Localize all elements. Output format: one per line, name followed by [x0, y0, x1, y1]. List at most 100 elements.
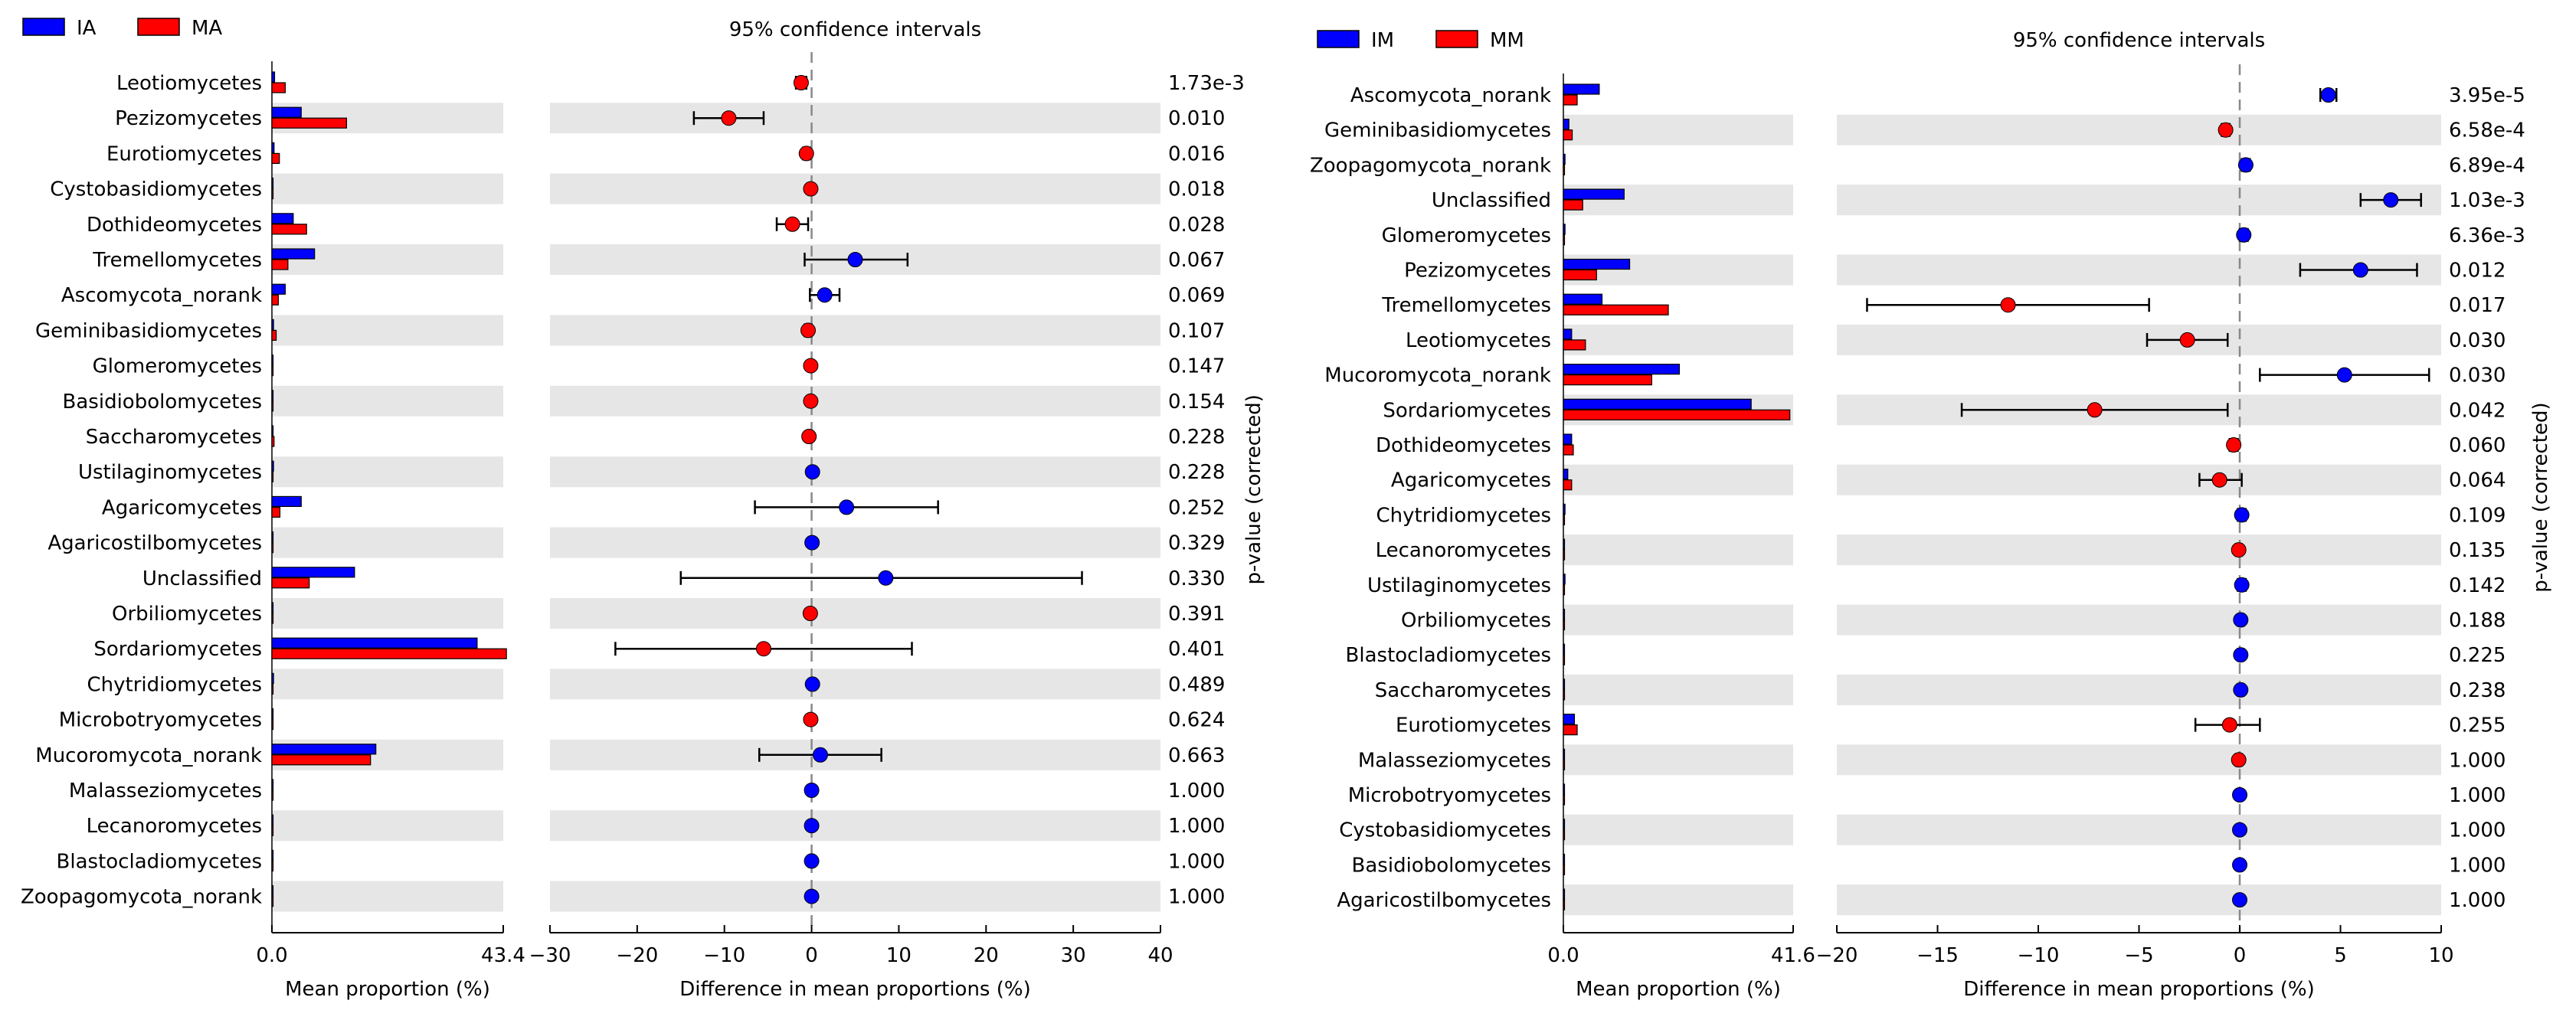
category-label: Orbiliomycetes — [1401, 610, 1551, 633]
bar-MA — [271, 329, 277, 341]
bar-IA — [271, 495, 302, 508]
diff-x-tick-label: 5 — [2334, 944, 2347, 967]
bar-IA — [271, 460, 274, 472]
diff-point — [793, 75, 809, 90]
row-stripe-left — [1563, 535, 1793, 566]
category-label: Orbiliomycetes — [112, 603, 262, 626]
bar-MA — [271, 860, 274, 872]
row-stripe-left — [272, 598, 503, 629]
diff-point — [2231, 752, 2247, 768]
p-value: 3.95e-5 — [2449, 84, 2525, 107]
bar-MA — [271, 613, 274, 624]
p-value: 0.028 — [1168, 214, 1225, 237]
diff-point — [2233, 647, 2249, 663]
bar-MA — [271, 754, 372, 766]
p-value: 0.188 — [2449, 610, 2506, 633]
bar-IM — [1563, 643, 1566, 655]
diff-point — [721, 110, 737, 126]
legend-label-IM: IM — [1371, 29, 1394, 52]
diff-x-tick-label: 40 — [1147, 944, 1173, 967]
p-value: 1.000 — [1168, 815, 1225, 838]
diff-x-tick-label: −30 — [529, 944, 571, 967]
bar-x-tick-label: 0.0 — [1547, 944, 1579, 967]
row-stripe-left — [1563, 674, 1793, 705]
row-stripe-left — [272, 173, 503, 204]
diff-point — [2226, 437, 2242, 453]
bar-MA — [271, 82, 286, 93]
p-value: 0.330 — [1168, 567, 1225, 590]
diff-point — [2000, 297, 2016, 313]
diff-point — [2234, 507, 2250, 523]
diff-point — [2232, 787, 2247, 803]
p-value: 1.000 — [2449, 854, 2506, 877]
row-stripe-left — [1563, 814, 1793, 845]
diff-point — [2211, 472, 2227, 488]
diff-point — [2236, 227, 2252, 243]
bar-IA — [271, 178, 274, 189]
p-value: 0.135 — [2449, 539, 2506, 562]
bar-IM — [1563, 748, 1566, 760]
bar-MM — [1563, 549, 1566, 561]
bar-x-tick-label: 43.4 — [481, 944, 525, 967]
bar-MA — [271, 117, 348, 129]
p-value: 0.067 — [1168, 249, 1225, 272]
bar-IA — [271, 744, 377, 755]
diff-point — [2320, 87, 2336, 103]
bar-MA — [271, 895, 274, 907]
diff-x-tick-label: −20 — [616, 944, 658, 967]
row-stripe-left — [272, 881, 503, 912]
diff-point — [839, 499, 855, 515]
bar-MM — [1563, 689, 1566, 701]
row-stripe-left — [1563, 744, 1793, 776]
row-stripe-diff — [1837, 674, 2441, 705]
bar-MA — [271, 294, 279, 306]
category-label: Cystobasidiomycetes — [50, 178, 262, 201]
category-label: Dothideomycetes — [1376, 434, 1551, 457]
bar-IM — [1563, 153, 1566, 165]
category-label: Blastocladiomycetes — [1346, 644, 1551, 667]
diff-point — [2179, 332, 2195, 348]
chart-panel-2: IM MM 95% confidence intervals Ascomycota_n… — [1310, 29, 2552, 1001]
bar-x-tick-label: 41.6 — [1771, 944, 1815, 967]
diff-point — [2336, 367, 2352, 383]
p-value: 0.012 — [2449, 260, 2506, 283]
bar-IA — [271, 567, 355, 578]
bar-MA — [271, 152, 280, 164]
bar-IA — [271, 849, 274, 861]
category-label: Leotiomycetes — [1406, 329, 1551, 352]
category-label: Chytridiomycetes — [1376, 504, 1551, 527]
bar-MM — [1563, 514, 1566, 526]
legend-swatch-IA — [22, 18, 65, 36]
p-value: 0.154 — [1168, 391, 1225, 414]
bar-IA — [271, 106, 302, 118]
row-stripe-diff — [1837, 114, 2441, 145]
category-label: Agaricomycetes — [1391, 469, 1551, 492]
p-value: 0.107 — [1168, 319, 1225, 342]
diff-point — [878, 570, 894, 586]
category-label: Pezizomycetes — [115, 107, 262, 130]
bar-MM — [1563, 584, 1566, 596]
p-value: 0.489 — [1168, 673, 1225, 696]
bar-IA — [271, 213, 294, 224]
category-label: Pezizomycetes — [1404, 260, 1551, 283]
category-label: Ustilaginomycetes — [1367, 574, 1551, 597]
bar-x-tick-label: 0.0 — [256, 944, 287, 967]
p-value: 0.017 — [2449, 294, 2506, 317]
row-stripe-diff — [550, 881, 1160, 912]
category-label: Lecanoromycetes — [1376, 539, 1551, 562]
bar-IA — [271, 672, 274, 685]
row-stripe-diff — [1837, 744, 2441, 776]
bar-MM — [1563, 899, 1566, 910]
diff-point — [2221, 717, 2237, 733]
bar-IM — [1563, 678, 1566, 690]
row-stripe-left — [272, 810, 503, 842]
bar-MM — [1563, 724, 1578, 736]
bar-IA — [271, 355, 274, 366]
diff-point — [804, 535, 820, 551]
row-stripe-left — [1563, 324, 1793, 355]
diff-x-axis-label: Difference in mean proportions (%) — [1963, 978, 2315, 1001]
category-label: Ascomycota_norank — [61, 284, 262, 307]
p-value: 0.042 — [2449, 399, 2506, 422]
diff-point — [2087, 402, 2103, 418]
category-label: Tremellomycetes — [92, 249, 262, 272]
